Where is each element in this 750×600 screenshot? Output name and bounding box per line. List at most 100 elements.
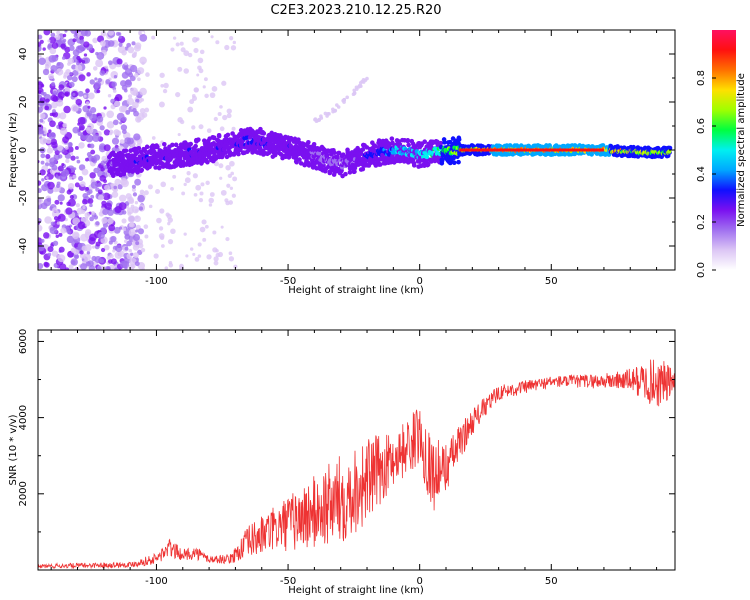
spectrogram-noise-cell [130, 204, 135, 209]
spectrogram-noise-cell [225, 236, 230, 242]
spectrogram-noise-cell [83, 253, 91, 261]
spectrogram-noise-cell [197, 242, 202, 247]
spectrogram-noise-cell [51, 141, 58, 149]
spectrogram-ridge-cell [389, 136, 395, 141]
spectrogram-noise-cell [89, 79, 95, 85]
spectrogram-noise-cell [118, 35, 122, 39]
spectrogram-noise-cell [95, 241, 101, 247]
spectrogram-noise-cell [185, 254, 189, 258]
spectrogram-noise-cell [228, 251, 233, 256]
spectrogram-noise-cell [39, 169, 46, 176]
spectrogram-noise-cell [51, 164, 58, 171]
spectrogram-noise-cell [92, 66, 98, 71]
spectrogram-noise-cell [197, 57, 204, 64]
spectrogram-noise-cell [49, 226, 58, 235]
spectrogram-noise-cell [209, 92, 216, 99]
spectrogram-noise-cell [127, 196, 134, 204]
spectrogram-noise-cell [137, 228, 145, 235]
spectrogram-noise-cell [57, 91, 65, 99]
spectrogram-noise-cell [158, 226, 164, 231]
spectrogram-noise-cell [49, 120, 56, 128]
spectrogram-noise-cell [48, 73, 55, 80]
spectrogram-ylabel: Frequency (Hz) [8, 112, 19, 188]
spectrogram-noise-cell [96, 115, 104, 123]
spectrogram-noise-cell [225, 200, 230, 206]
spectrogram-noise-cell [43, 232, 50, 239]
spectrogram-ridge-cell [162, 141, 167, 147]
spectrogram-noise-cell [52, 186, 59, 193]
spectrogram-noise-cell [77, 122, 81, 126]
spectrogram-ridge-cell [396, 139, 402, 144]
spectrogram-noise-cell [141, 112, 148, 118]
spectrogram-noise-cell [219, 176, 223, 180]
spectrogram-ridge-cell [153, 165, 158, 170]
spectrogram-noise-cell [140, 98, 145, 102]
spectrogram-ridge-cell [360, 166, 366, 172]
spectrogram-noise-cell [44, 105, 50, 111]
spectrogram-noise-cell [233, 264, 238, 269]
spectrogram-noise-cell [38, 54, 42, 58]
spectrogram-noise-cell [103, 144, 111, 152]
y-tick-label: -20 [18, 190, 29, 206]
spectrogram-noise-cell [72, 126, 80, 134]
spectrogram-noise-cell [95, 59, 104, 68]
spectrogram-noise-cell [187, 106, 194, 113]
spectrogram-noise-cell [113, 75, 118, 79]
spectrogram-ridge-cell [139, 167, 145, 173]
spectrogram-noise-cell [193, 192, 198, 197]
spectrogram-noise-cell [57, 194, 65, 202]
spectrogram-noise-cell [231, 193, 236, 198]
spectrogram-noise-cell [107, 94, 112, 98]
spectrogram-noise-cell [120, 260, 128, 269]
colorbar-tick-label: 0.0 [696, 262, 707, 278]
spectrogram-noise-cell [78, 124, 85, 131]
spectrogram-noise-cell [39, 137, 47, 145]
spectrogram-noise-cell [160, 83, 165, 88]
spectrogram-noise-cell [183, 232, 187, 236]
spectrogram-noise-cell [114, 251, 123, 259]
spectrogram-noise-cell [115, 147, 120, 152]
spectrogram-ridge-cell [438, 140, 444, 146]
spectrogram-noise-cell [206, 254, 212, 260]
spectrogram-noise-cell [229, 36, 234, 41]
spectrogram-noise-cell [220, 189, 227, 196]
spectrogram-noise-cell [71, 231, 80, 240]
spectrogram-noise-cell [47, 39, 51, 43]
spectrogram-noise-cell [56, 99, 64, 107]
spectrogram-noise-cell [89, 216, 95, 222]
spectrogram-noise-cell [230, 171, 235, 176]
spectrogram-ridge-cell [456, 159, 461, 165]
spectrogram-noise-cell [102, 192, 111, 201]
spectrogram-ridge-cell [136, 145, 142, 151]
spectrogram-noise-cell [114, 206, 122, 214]
spectrogram-noise-cell [77, 243, 83, 248]
spectrogram-noise-cell [126, 137, 134, 145]
spectrogram-noise-cell [87, 198, 94, 204]
spectrogram-noise-cell [58, 232, 63, 237]
spectrogram-noise-cell [167, 239, 174, 245]
spectrogram-noise-cell [160, 244, 165, 248]
spectrogram-noise-cell [118, 32, 122, 36]
spectrogram-ridge-cell [211, 135, 217, 141]
spectrogram-noise-cell [89, 172, 96, 179]
spectrogram-noise-cell [76, 159, 81, 164]
spectrogram-ridge-cell [272, 150, 278, 155]
snr-frame [37, 329, 676, 571]
spectrogram-noise-cell [74, 145, 79, 150]
spectrogram-noise-cell [227, 173, 232, 179]
y-tick-label: 6000 [18, 329, 29, 354]
spectrogram-noise-cell [45, 138, 52, 144]
spectrogram-noise-cell [133, 133, 141, 141]
x-tick-label: -50 [280, 576, 296, 587]
spectrogram-noise-cell [183, 182, 187, 187]
spectrogram-noise-cell [48, 55, 57, 63]
spectrogram-noise-cell [57, 213, 66, 222]
spectrogram-ridge-cell [134, 150, 140, 155]
spectrogram-noise-cell [134, 261, 140, 267]
spectrogram-noise-cell [60, 227, 67, 234]
spectrogram-noise-cell [90, 149, 96, 155]
spectrogram-noise-cell [81, 168, 89, 176]
spectrogram-ridge-cell [191, 160, 197, 165]
spectrogram-noise-cell [122, 227, 127, 232]
